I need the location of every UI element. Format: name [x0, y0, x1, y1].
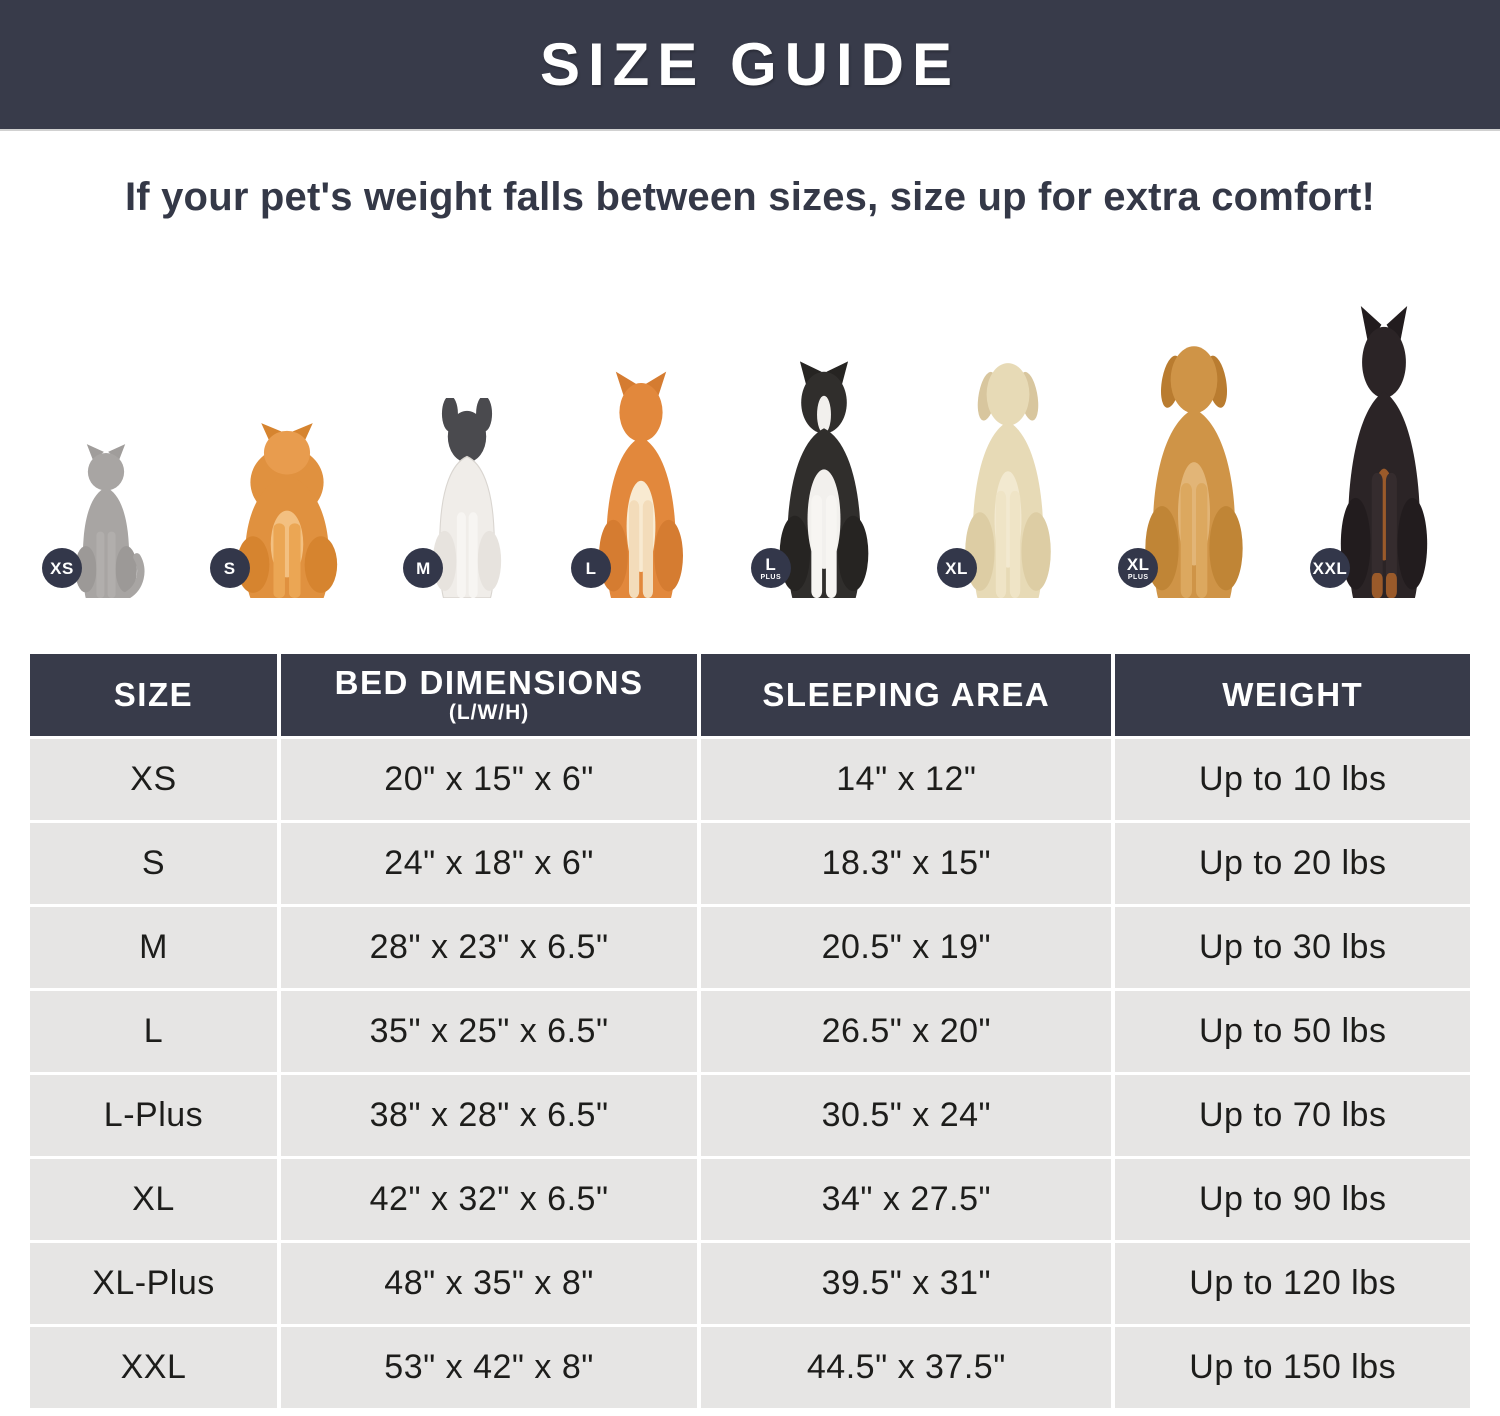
badge-label: L — [585, 558, 597, 578]
french-bulldog-illustration — [433, 398, 502, 598]
title-bar: SIZE GUIDE — [0, 0, 1500, 129]
table-header-bed-dimensions: BED DIMENSIONS (L/W/H) — [280, 654, 698, 736]
table-header-size: SIZE — [30, 654, 277, 736]
cell-bed-dimensions: 35" x 25" x 6.5" — [280, 991, 698, 1072]
size-table: SIZE BED DIMENSIONS (L/W/H) SLEEPING ARE… — [30, 654, 1470, 1408]
cell-weight: Up to 30 lbs — [1115, 907, 1470, 988]
pet-shiba-inu: L — [571, 370, 695, 598]
cell-bed-dimensions: 48" x 35" x 8" — [280, 1243, 698, 1324]
badge-label: XL — [945, 558, 968, 578]
size-badge-xs: XS — [42, 548, 82, 588]
cell-size: XS — [30, 739, 277, 820]
page-title: SIZE GUIDE — [539, 31, 961, 98]
cell-sleeping-area: 20.5" x 19" — [701, 907, 1112, 988]
cat-illustration — [75, 444, 145, 598]
pet-labrador: XL — [936, 348, 1063, 598]
cell-sleeping-area: 26.5" x 20" — [701, 991, 1112, 1072]
golden-retriever-illustration — [1145, 346, 1243, 598]
table-header-weight: WEIGHT — [1115, 654, 1470, 736]
cell-bed-dimensions: 20" x 15" x 6" — [280, 739, 698, 820]
cell-bed-dimensions: 53" x 42" x 8" — [280, 1327, 698, 1408]
pet-french-bulldog: M — [403, 398, 515, 598]
cell-bed-dimensions: 28" x 23" x 6.5" — [280, 907, 698, 988]
cell-sleeping-area: 39.5" x 31" — [701, 1243, 1112, 1324]
badge-label: XS — [50, 558, 74, 578]
cell-sleeping-area: 30.5" x 24" — [701, 1075, 1112, 1156]
shiba-inu-illustration — [599, 371, 684, 598]
size-badge-xl: XL — [936, 548, 977, 588]
size-badge-s: S — [209, 548, 250, 588]
cell-size: XXL — [30, 1327, 277, 1408]
size-badge-m: M — [403, 548, 444, 588]
size-badge-xxl: XXL — [1309, 548, 1350, 588]
badge-label: XL — [1126, 554, 1150, 574]
cell-sleeping-area: 14" x 12" — [701, 739, 1112, 820]
badge-sublabel: PLUS — [760, 573, 782, 581]
badge-label: M — [416, 558, 431, 578]
cell-bed-dimensions: 38" x 28" x 6.5" — [280, 1075, 698, 1156]
pet-cat: XS — [42, 443, 154, 598]
size-badge-l: L — [571, 548, 612, 588]
badge-sublabel: PLUS — [1127, 573, 1149, 581]
cell-sleeping-area: 18.3" x 15" — [701, 823, 1112, 904]
pomeranian-illustration — [236, 423, 337, 598]
bed-dimensions-label: BED DIMENSIONS — [334, 663, 644, 701]
cell-weight: Up to 120 lbs — [1115, 1243, 1470, 1324]
cell-size: M — [30, 907, 277, 988]
size-badge-xl-plus: XL PLUS — [1118, 548, 1159, 588]
pet-golden-retriever: XL PLUS — [1118, 330, 1254, 598]
badge-label: S — [223, 558, 236, 578]
cell-weight: Up to 50 lbs — [1115, 991, 1470, 1072]
bed-dimensions-sublabel: (L/W/H) — [448, 701, 530, 725]
cell-weight: Up to 150 lbs — [1115, 1327, 1470, 1408]
pets-size-comparison-row: XS S — [42, 292, 1442, 598]
pet-border-collie: L PLUS — [750, 358, 881, 598]
cell-size: L — [30, 991, 277, 1072]
cell-weight: Up to 70 lbs — [1115, 1075, 1470, 1156]
labrador-illustration — [964, 363, 1051, 598]
subtitle-text: If your pet's weight falls between sizes… — [124, 175, 1376, 219]
cell-size: XL — [30, 1159, 277, 1240]
badge-label: XXL — [1312, 558, 1348, 578]
size-badge-l-plus: L PLUS — [750, 548, 791, 588]
table-header-sleeping-area: SLEEPING AREA — [701, 654, 1112, 736]
cell-bed-dimensions: 24" x 18" x 6" — [280, 823, 698, 904]
pet-doberman: XXL — [1309, 306, 1442, 598]
badge-label: L — [765, 554, 777, 574]
cell-sleeping-area: 44.5" x 37.5" — [701, 1327, 1112, 1408]
cell-weight: Up to 10 lbs — [1115, 739, 1470, 820]
cell-sleeping-area: 34" x 27.5" — [701, 1159, 1112, 1240]
cell-size: S — [30, 823, 277, 904]
cell-size: XL-Plus — [30, 1243, 277, 1324]
doberman-illustration — [1340, 306, 1428, 598]
pet-pomeranian: S — [209, 418, 348, 598]
border-collie-illustration — [779, 361, 869, 598]
cell-weight: Up to 20 lbs — [1115, 823, 1470, 904]
cell-bed-dimensions: 42" x 32" x 6.5" — [280, 1159, 698, 1240]
cell-weight: Up to 90 lbs — [1115, 1159, 1470, 1240]
cell-size: L-Plus — [30, 1075, 277, 1156]
